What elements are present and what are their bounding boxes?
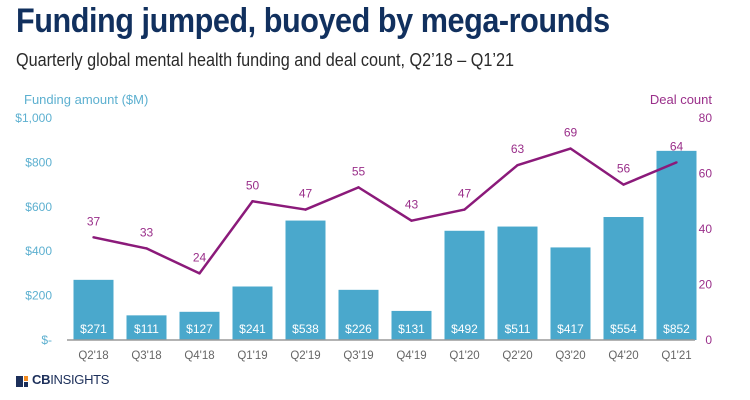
logo-brand-bold: CB	[32, 372, 51, 387]
funding-bar	[179, 311, 220, 340]
logo-mark-icon	[16, 374, 28, 387]
deal-count-label: 50	[246, 178, 260, 192]
x-axis-tick-label: Q3'19	[343, 350, 373, 362]
deal-count-point	[622, 183, 625, 186]
deal-count-label: 55	[352, 164, 366, 178]
logo-brand-light: INSIGHTS	[50, 372, 110, 387]
deal-count-label: 37	[87, 214, 101, 228]
deal-count-point	[675, 161, 678, 164]
x-axis-tick-label: Q2'18	[78, 350, 108, 362]
right-axis-tick-label: 80	[699, 111, 713, 125]
left-axis-tick-label: $1,000	[15, 111, 52, 125]
funding-bar-label: $271	[80, 322, 107, 336]
funding-bar-label: $511	[505, 322, 531, 336]
left-axis-tick-label: $400	[25, 244, 52, 258]
deal-count-label: 47	[299, 187, 313, 201]
cb-insights-logo: CBINSIGHTS	[16, 372, 109, 387]
x-axis-tick-label: Q3'20	[555, 350, 585, 362]
x-axis-tick-label: Q2'19	[290, 350, 320, 362]
deal-count-label: 43	[405, 198, 419, 212]
funding-bar-label: $111	[134, 322, 159, 336]
funding-bar	[126, 315, 167, 340]
deal-count-label: 24	[193, 250, 207, 264]
deal-count-label: 33	[140, 225, 154, 239]
x-axis-tick-label: Q2'20	[502, 350, 532, 362]
deal-count-point	[198, 272, 201, 275]
right-axis-title: Deal count	[650, 92, 713, 107]
deal-count-label: 64	[670, 139, 684, 153]
deal-count-point	[92, 236, 95, 239]
funding-bar-label: $241	[239, 322, 266, 336]
funding-bar	[603, 217, 644, 340]
left-axis-tick-label: $600	[25, 200, 52, 214]
funding-bar-label: $131	[398, 322, 425, 336]
funding-bar	[497, 226, 538, 340]
funding-bar	[285, 220, 326, 340]
x-axis-tick-label: Q4'18	[184, 350, 214, 362]
x-axis-tick-label: Q1'19	[237, 350, 267, 362]
funding-bar	[232, 286, 273, 340]
left-axis-tick-label: $200	[25, 289, 52, 303]
deal-count-point	[251, 200, 254, 203]
deal-count-label: 47	[458, 187, 472, 201]
deal-count-label: 56	[617, 162, 631, 176]
deal-count-point	[463, 208, 466, 211]
funding-bar	[338, 289, 379, 340]
chart-subtitle: Quarterly global mental health funding a…	[16, 50, 515, 70]
x-axis-tick-label: Q1'21	[661, 350, 691, 362]
left-axis-tick-label: $800	[25, 155, 52, 169]
deal-count-point	[357, 186, 360, 189]
funding-bar	[391, 310, 432, 340]
deal-count-point	[516, 163, 519, 167]
funding-bar-label: $226	[345, 322, 372, 336]
deal-count-line	[93, 147, 677, 275]
right-axis-tick-label: 0	[705, 333, 712, 347]
left-axis-title: Funding amount ($M)	[24, 92, 148, 107]
x-axis-tick-label: Q4'20	[608, 350, 638, 362]
deal-count-point	[569, 147, 572, 150]
funding-bar-label: $852	[663, 322, 690, 336]
right-axis-tick-label: 20	[699, 278, 713, 292]
right-axis-tick-label: 40	[699, 222, 713, 236]
x-axis-tick-label: Q4'19	[396, 350, 426, 362]
deal-count-label: 69	[564, 126, 578, 140]
deal-count-point	[410, 219, 413, 222]
x-axis-tick-label: Q1'20	[449, 350, 479, 362]
funding-bar	[444, 230, 485, 340]
funding-bar-label: $492	[451, 322, 478, 336]
deal-count-point	[145, 247, 148, 250]
deal-count-point	[304, 208, 307, 211]
right-axis-tick-label: 60	[699, 167, 713, 181]
funding-bar-label: $538	[292, 322, 319, 336]
funding-bar-label: $554	[610, 322, 637, 336]
funding-bar-label: $417	[557, 322, 584, 336]
funding-bar	[73, 279, 114, 340]
chart-title: Funding jumped, buoyed by mega-rounds	[16, 2, 610, 40]
left-axis-tick-label: $-	[41, 333, 52, 347]
x-axis-tick-label: Q3'18	[131, 350, 161, 362]
funding-bar	[656, 150, 697, 340]
funding-bar	[550, 247, 591, 340]
funding-bar-label: $127	[186, 322, 213, 336]
deal-count-label: 63	[511, 142, 525, 156]
